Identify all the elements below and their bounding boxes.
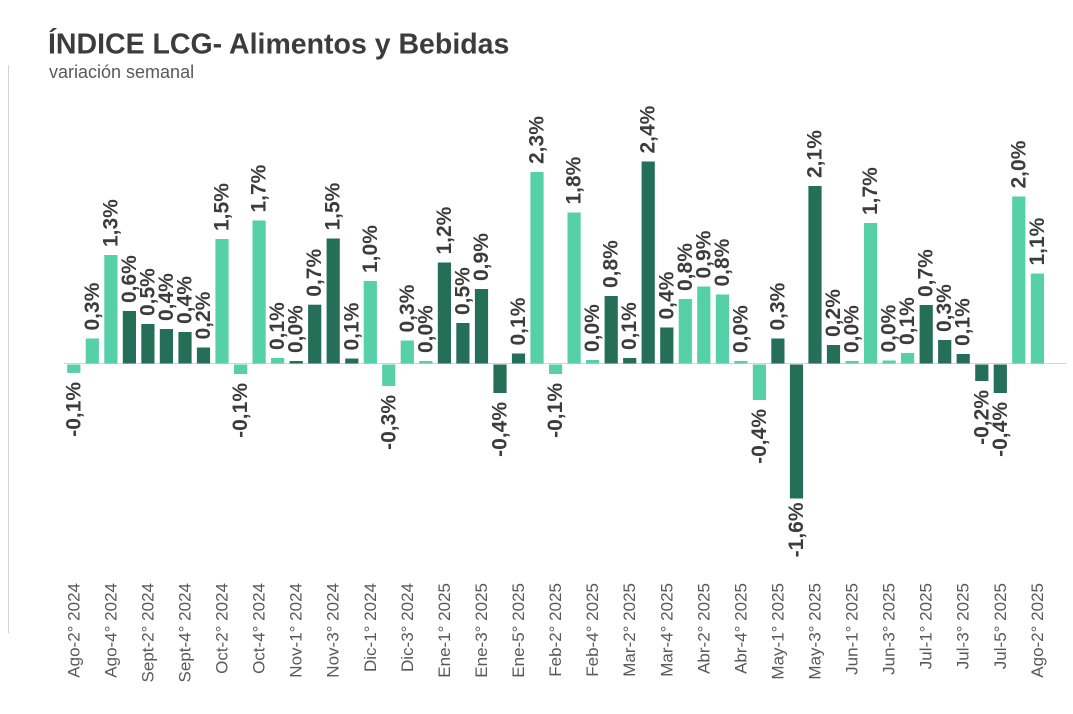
svg-text:Oct-2° 2024: Oct-2° 2024 <box>213 583 232 674</box>
svg-text:0,0%: 0,0% <box>729 305 752 353</box>
svg-text:Oct-4° 2024: Oct-4° 2024 <box>250 583 269 674</box>
svg-text:-0,1%: -0,1% <box>229 383 252 438</box>
svg-text:0,0%: 0,0% <box>414 305 437 353</box>
svg-text:0,0%: 0,0% <box>581 304 604 352</box>
svg-text:Jul-3° 2025: Jul-3° 2025 <box>954 583 973 669</box>
svg-text:0,3%: 0,3% <box>81 282 104 330</box>
svg-text:ÍNDICE LCG- Alimentos y Bebida: ÍNDICE LCG- Alimentos y Bebidas <box>48 29 509 61</box>
svg-text:0,1%: 0,1% <box>340 302 363 350</box>
svg-text:2,4%: 2,4% <box>637 105 660 153</box>
svg-text:0,1%: 0,1% <box>507 297 530 345</box>
svg-text:Sept-2° 2024: Sept-2° 2024 <box>138 583 157 682</box>
svg-text:0,1%: 0,1% <box>266 302 289 350</box>
svg-text:Feb-2° 2025: Feb-2° 2025 <box>546 583 565 677</box>
svg-text:1,3%: 1,3% <box>99 199 122 247</box>
svg-text:Ago-2° 2024: Ago-2° 2024 <box>64 583 83 678</box>
svg-text:2,3%: 2,3% <box>526 116 549 164</box>
svg-text:0,3%: 0,3% <box>766 282 789 330</box>
svg-text:0,9%: 0,9% <box>470 233 493 281</box>
svg-text:Ago-4° 2024: Ago-4° 2024 <box>101 583 120 678</box>
svg-text:0,8%: 0,8% <box>600 240 623 288</box>
svg-text:Nov-1° 2024: Nov-1° 2024 <box>287 583 306 678</box>
svg-text:0,5%: 0,5% <box>451 267 474 315</box>
svg-text:Dic-1° 2024: Dic-1° 2024 <box>361 583 380 672</box>
svg-text:0,8%: 0,8% <box>674 243 697 291</box>
svg-text:1,7%: 1,7% <box>248 164 271 212</box>
svg-text:0,1%: 0,1% <box>952 298 975 346</box>
svg-text:1,0%: 1,0% <box>359 225 382 273</box>
svg-text:-0,2%: -0,2% <box>970 390 993 445</box>
svg-text:Dic-3° 2024: Dic-3° 2024 <box>398 583 417 672</box>
svg-text:2,0%: 2,0% <box>1007 140 1030 188</box>
svg-text:Feb-4° 2025: Feb-4° 2025 <box>583 583 602 677</box>
svg-text:0,7%: 0,7% <box>915 249 938 297</box>
svg-text:1,7%: 1,7% <box>859 167 882 215</box>
svg-text:0,3%: 0,3% <box>396 284 419 332</box>
svg-text:Jun-3° 2025: Jun-3° 2025 <box>880 583 899 675</box>
svg-text:Sept-4° 2024: Sept-4° 2024 <box>176 583 195 682</box>
svg-text:-0,3%: -0,3% <box>377 395 400 450</box>
svg-text:May-1° 2025: May-1° 2025 <box>768 583 787 680</box>
svg-text:-1,6%: -1,6% <box>785 502 808 557</box>
svg-text:0,4%: 0,4% <box>655 271 678 319</box>
svg-text:-0,4%: -0,4% <box>489 402 512 457</box>
svg-text:Jun-1° 2025: Jun-1° 2025 <box>843 583 862 675</box>
svg-text:0,6%: 0,6% <box>118 255 141 303</box>
svg-text:0,0%: 0,0% <box>841 305 864 353</box>
svg-text:0,8%: 0,8% <box>711 238 734 286</box>
svg-text:Mar-2° 2025: Mar-2° 2025 <box>620 583 639 677</box>
svg-text:-0,4%: -0,4% <box>989 402 1012 457</box>
svg-text:0,2%: 0,2% <box>192 291 215 339</box>
svg-text:Mar-4° 2025: Mar-4° 2025 <box>657 583 676 677</box>
svg-text:1,8%: 1,8% <box>563 156 586 204</box>
svg-text:-0,1%: -0,1% <box>62 382 85 437</box>
svg-text:Ago-2° 2025: Ago-2° 2025 <box>1028 583 1047 678</box>
svg-text:Jul-5° 2025: Jul-5° 2025 <box>991 583 1010 669</box>
svg-text:Ene-5° 2025: Ene-5° 2025 <box>509 583 528 678</box>
svg-text:0,1%: 0,1% <box>896 297 919 345</box>
svg-text:0,9%: 0,9% <box>692 230 715 278</box>
svg-text:0,7%: 0,7% <box>303 249 326 297</box>
svg-text:2,1%: 2,1% <box>804 130 827 178</box>
svg-text:Nov-3° 2024: Nov-3° 2024 <box>324 583 343 678</box>
svg-text:1,2%: 1,2% <box>433 206 456 254</box>
svg-text:-0,4%: -0,4% <box>748 409 771 464</box>
svg-text:-0,1%: -0,1% <box>544 383 567 438</box>
svg-text:0,1%: 0,1% <box>618 302 641 350</box>
svg-text:1,5%: 1,5% <box>322 182 345 230</box>
svg-text:Ene-1° 2025: Ene-1° 2025 <box>435 583 454 678</box>
svg-text:Jul-1° 2025: Jul-1° 2025 <box>917 583 936 669</box>
svg-text:0,0%: 0,0% <box>285 305 308 353</box>
svg-text:0,4%: 0,4% <box>155 273 178 321</box>
svg-text:1,5%: 1,5% <box>211 183 234 231</box>
svg-text:Ene-3° 2025: Ene-3° 2025 <box>472 583 491 678</box>
svg-text:0,2%: 0,2% <box>822 289 845 337</box>
svg-text:May-3° 2025: May-3° 2025 <box>806 583 825 680</box>
svg-text:Abr-4° 2025: Abr-4° 2025 <box>731 583 750 674</box>
svg-text:0,0%: 0,0% <box>878 304 901 352</box>
svg-text:1,1%: 1,1% <box>1026 217 1049 265</box>
svg-text:0,4%: 0,4% <box>174 276 197 324</box>
svg-text:variación semanal: variación semanal <box>49 62 194 82</box>
svg-text:0,5%: 0,5% <box>136 268 159 316</box>
svg-text:0,3%: 0,3% <box>933 284 956 332</box>
svg-text:Abr-2° 2025: Abr-2° 2025 <box>694 583 713 674</box>
